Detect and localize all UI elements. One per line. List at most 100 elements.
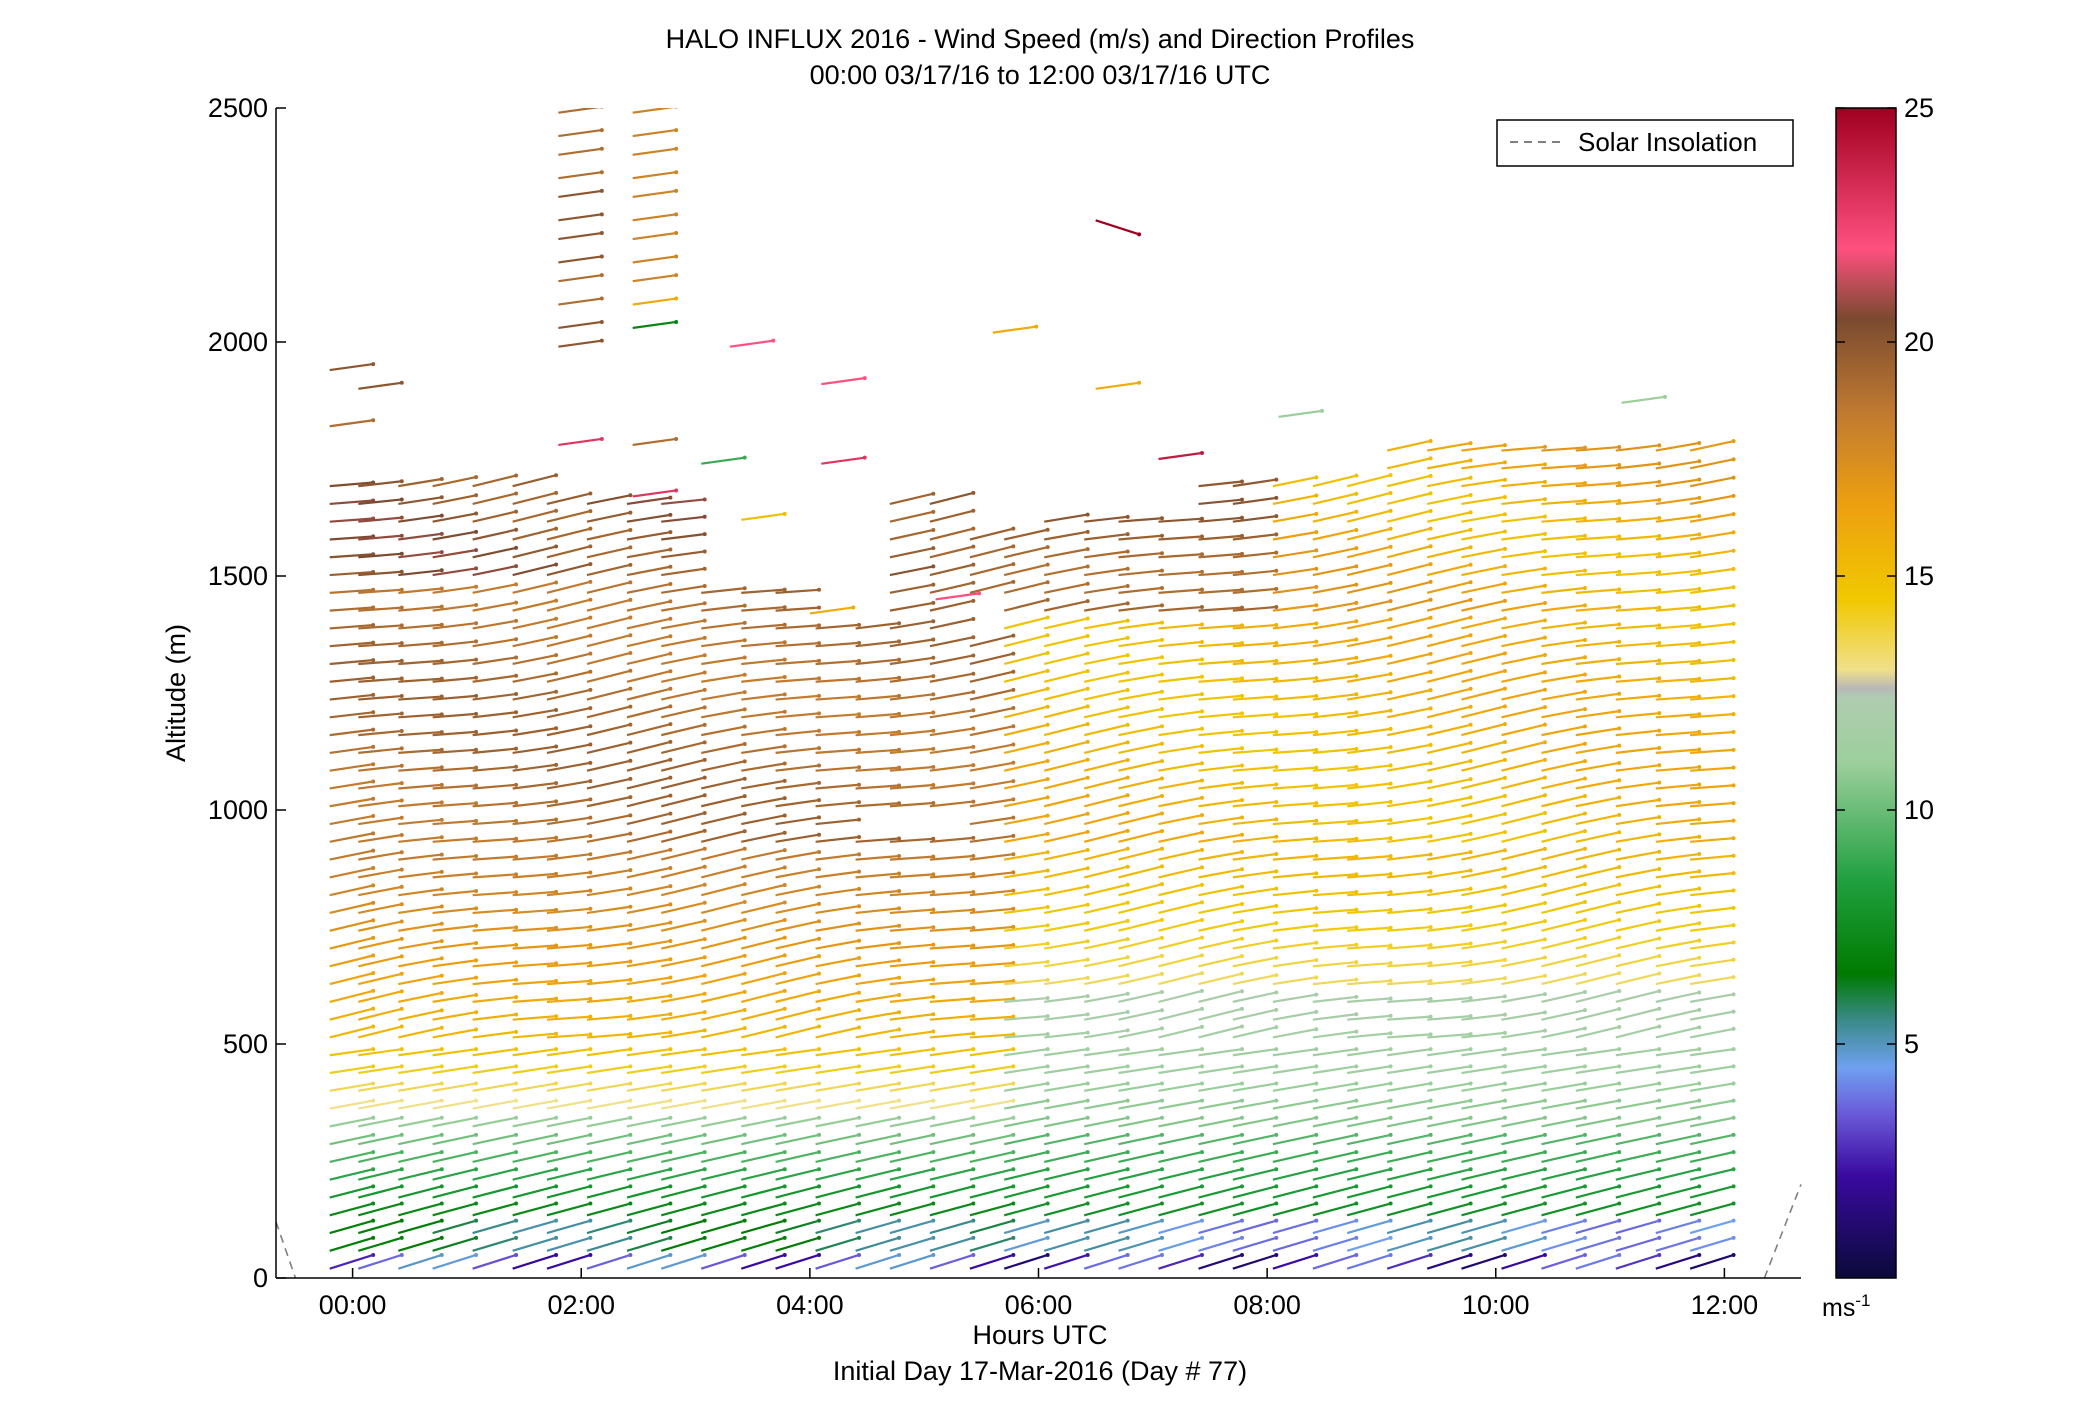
wind-vector bbox=[1347, 1014, 1391, 1021]
wind-vector bbox=[1118, 1082, 1163, 1092]
wind-vector-head bbox=[897, 639, 902, 644]
wind-vector bbox=[1158, 658, 1203, 666]
wind-vector bbox=[1043, 758, 1088, 772]
wind-vector-head bbox=[1314, 1027, 1319, 1032]
wind-vector bbox=[1541, 464, 1586, 470]
wind-vector bbox=[1387, 1015, 1431, 1021]
wind-vector-head bbox=[1388, 854, 1393, 859]
wind-vector-head bbox=[1045, 1150, 1050, 1155]
wind-vector-head bbox=[588, 651, 593, 656]
wind-vector bbox=[1461, 478, 1506, 488]
wind-vector bbox=[1346, 691, 1391, 701]
wind-vector bbox=[398, 1048, 442, 1057]
wind-vector-head bbox=[1502, 529, 1507, 534]
wind-vector bbox=[1003, 1236, 1048, 1252]
wind-vector-head bbox=[897, 854, 902, 859]
wind-vector-head bbox=[1731, 548, 1736, 553]
wind-vector-head bbox=[1731, 940, 1736, 945]
wind-vector bbox=[815, 887, 860, 897]
wind-vector bbox=[586, 741, 631, 754]
wind-vector bbox=[969, 889, 1014, 897]
wind-vector-head bbox=[514, 637, 519, 642]
wind-vector-head bbox=[439, 1047, 444, 1052]
wind-vector-head bbox=[1199, 569, 1204, 574]
wind-vector-head bbox=[817, 1024, 822, 1029]
wind-vector bbox=[432, 549, 477, 559]
wind-vector-head bbox=[1239, 1024, 1244, 1029]
wind-vector bbox=[1158, 779, 1203, 790]
wind-vector-head bbox=[554, 762, 559, 767]
wind-vector-head bbox=[668, 975, 673, 980]
wind-vector bbox=[1615, 954, 1660, 968]
wind-vector bbox=[855, 1082, 900, 1092]
wind-vector-head bbox=[1542, 757, 1547, 762]
wind-vector bbox=[1541, 1027, 1586, 1039]
wind-vector bbox=[929, 872, 974, 879]
wind-vector-head bbox=[971, 526, 976, 531]
wind-vector bbox=[432, 622, 477, 630]
wind-vector bbox=[626, 976, 671, 986]
wind-vector-head bbox=[931, 619, 936, 624]
wind-vector-head bbox=[1582, 724, 1587, 729]
wind-vector bbox=[329, 1099, 374, 1110]
wind-vector-head bbox=[817, 919, 822, 924]
wind-vector-head bbox=[1731, 1218, 1736, 1223]
wind-vector-head bbox=[1657, 605, 1662, 610]
wind-vector bbox=[1118, 1099, 1163, 1110]
wind-vector-head bbox=[588, 597, 593, 602]
wind-vector bbox=[546, 598, 591, 612]
wind-vector bbox=[546, 816, 591, 826]
wind-vector-head bbox=[1542, 1098, 1547, 1103]
wind-vector bbox=[432, 1099, 477, 1110]
wind-vector-head bbox=[1199, 640, 1204, 645]
wind-vector-head bbox=[514, 746, 519, 751]
wind-vector bbox=[815, 991, 860, 1003]
wind-vector-head bbox=[668, 847, 673, 852]
wind-vector bbox=[1501, 974, 1546, 986]
wind-vector-head bbox=[1542, 1235, 1547, 1240]
wind-vector-head bbox=[1354, 1081, 1359, 1086]
wind-vector bbox=[1198, 1236, 1243, 1252]
wind-vector-head bbox=[1657, 1218, 1662, 1223]
wind-vector bbox=[358, 782, 402, 790]
wind-vector bbox=[1158, 1025, 1203, 1039]
wind-vector-head bbox=[1045, 795, 1050, 800]
wind-vector-head bbox=[668, 1030, 673, 1035]
wind-vector-head bbox=[1502, 1184, 1507, 1189]
wind-vector bbox=[1347, 1032, 1391, 1039]
wind-vector-head bbox=[1085, 1184, 1090, 1189]
wind-vector bbox=[358, 694, 402, 701]
wind-vector bbox=[1118, 794, 1163, 808]
wind-vector bbox=[329, 481, 374, 488]
wind-vector-head bbox=[931, 564, 936, 569]
wind-vector bbox=[889, 1150, 934, 1164]
wind-vector-head bbox=[971, 763, 976, 768]
wind-vector bbox=[632, 128, 677, 138]
wind-vector-head bbox=[628, 959, 633, 964]
wind-vector bbox=[1312, 1099, 1357, 1110]
wind-vector bbox=[1426, 1168, 1471, 1181]
wind-vector bbox=[969, 943, 1014, 950]
wind-vector bbox=[929, 1065, 974, 1075]
wind-vector-head bbox=[1085, 1047, 1090, 1052]
wind-vector bbox=[472, 801, 517, 808]
wind-vector bbox=[855, 766, 900, 772]
wind-vector-head bbox=[742, 586, 747, 591]
wind-vector bbox=[1158, 588, 1203, 594]
wind-vector-head bbox=[971, 490, 976, 495]
wind-vector bbox=[1575, 918, 1620, 932]
wind-vector bbox=[1158, 1185, 1203, 1199]
wind-vector bbox=[775, 816, 820, 826]
wind-vector-head bbox=[971, 744, 976, 749]
wind-vector-head bbox=[1354, 836, 1359, 841]
wind-vector bbox=[1427, 1048, 1471, 1057]
wind-vector-head bbox=[1085, 739, 1090, 744]
wind-vector bbox=[855, 658, 900, 666]
wind-vector bbox=[1118, 656, 1163, 666]
wind-vector-head bbox=[1159, 1218, 1164, 1223]
wind-vector-head bbox=[1085, 829, 1090, 834]
wind-vector bbox=[1386, 1253, 1431, 1270]
wind-vector bbox=[512, 545, 557, 559]
wind-vector-head bbox=[782, 796, 787, 801]
wind-vector-head bbox=[439, 939, 444, 944]
